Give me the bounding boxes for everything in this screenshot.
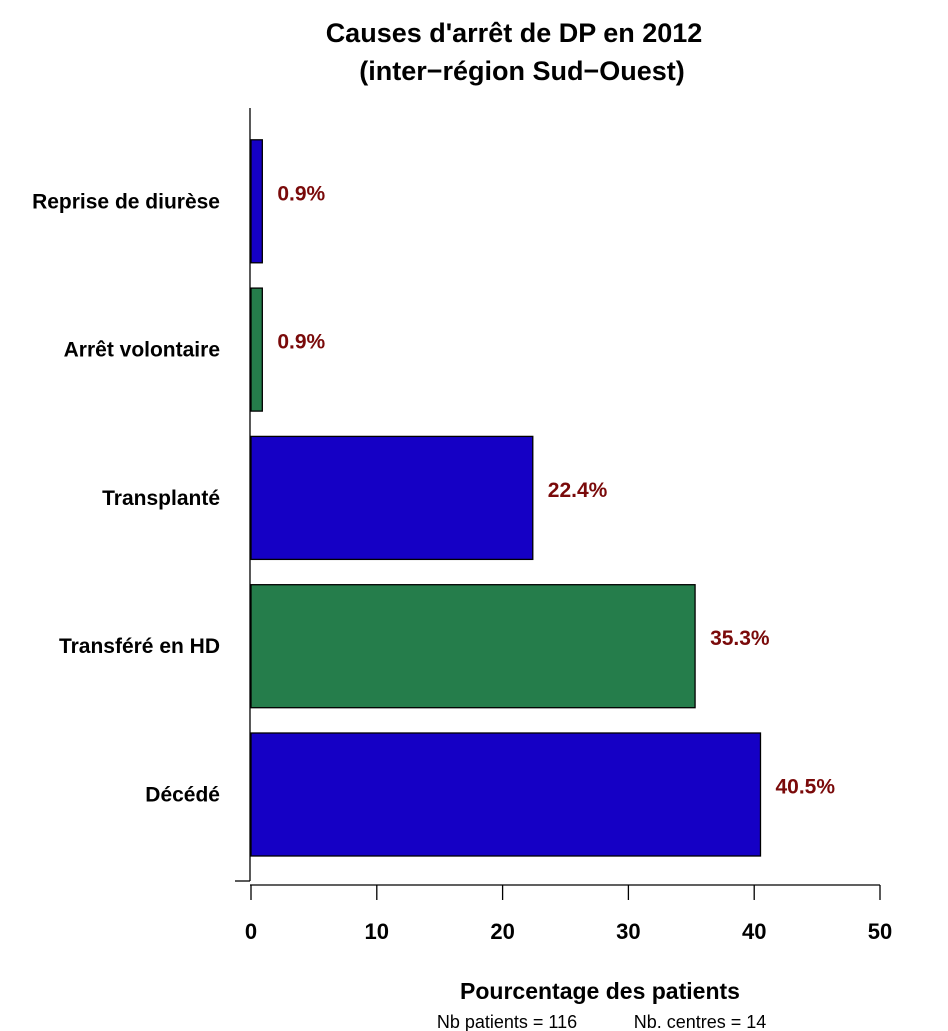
category-label-1: Transféré en HD <box>59 635 220 658</box>
chart-title: Causes d'arrêt de DP en 2012 <box>326 18 703 48</box>
category-label-3: Arrêt volontaire <box>64 339 220 362</box>
data-labels: 40.5% 35.3% 22.4% 0.9% 0.9% <box>277 182 835 798</box>
bar-0 <box>250 732 762 857</box>
x-tick-label-0: 0 <box>245 919 257 944</box>
data-label-1: 35.3% <box>710 627 770 650</box>
x-tick-label-4: 40 <box>742 919 766 944</box>
bar-4 <box>250 139 263 264</box>
category-labels: Décédé Transféré en HD Transplanté Arrêt vo… <box>32 190 220 806</box>
bar-1 <box>250 584 696 709</box>
bar-3 <box>250 287 263 412</box>
data-label-3: 0.9% <box>277 331 325 354</box>
category-label-0: Décédé <box>145 784 220 807</box>
x-tick-label-5: 50 <box>868 919 892 944</box>
bars-group <box>250 139 762 857</box>
category-label-4: Reprise de diurèse <box>32 190 220 213</box>
data-label-2: 22.4% <box>548 479 608 502</box>
x-tick-label-2: 20 <box>490 919 514 944</box>
data-label-0: 40.5% <box>775 776 835 799</box>
x-tick-label-3: 30 <box>616 919 640 944</box>
x-tick-label-1: 10 <box>365 919 389 944</box>
bar-2 <box>250 435 534 561</box>
chart-subtitle: (inter−région Sud−Ouest) <box>359 56 685 86</box>
x-axis-label: Pourcentage des patients <box>460 978 740 1004</box>
footer-patients: Nb patients = 116 <box>437 1012 577 1031</box>
data-label-4: 0.9% <box>277 182 325 205</box>
category-label-2: Transplanté <box>102 487 220 510</box>
footer-centres: Nb. centres = 14 <box>634 1012 767 1031</box>
x-axis-ticks: 0 10 20 30 40 50 <box>245 885 892 944</box>
